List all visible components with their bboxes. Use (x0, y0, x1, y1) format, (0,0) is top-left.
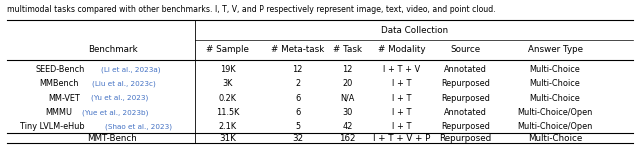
Text: multimodal tasks compared with other benchmarks. I, T, V, and P respectively rep: multimodal tasks compared with other ben… (7, 5, 496, 14)
Text: Multi-Choice: Multi-Choice (530, 65, 580, 74)
Text: 2: 2 (295, 79, 300, 88)
Text: 0.2K: 0.2K (218, 94, 236, 103)
Text: 42: 42 (342, 122, 353, 131)
Text: 12: 12 (292, 65, 303, 74)
Text: Source: Source (451, 45, 481, 54)
Text: I + T: I + T (392, 94, 412, 103)
Text: 30: 30 (342, 108, 353, 117)
Text: MMBench: MMBench (39, 79, 79, 88)
Text: I + T: I + T (392, 108, 412, 117)
Text: I + T + V: I + T + V (383, 65, 420, 74)
Text: 6: 6 (295, 94, 300, 103)
Text: Multi-Choice/Open: Multi-Choice/Open (517, 122, 593, 131)
Text: Multi-Choice: Multi-Choice (530, 94, 580, 103)
Text: 5: 5 (295, 122, 300, 131)
Text: Annotated: Annotated (444, 65, 487, 74)
Text: Repurposed: Repurposed (441, 122, 490, 131)
Text: N/A: N/A (340, 94, 355, 103)
Text: Multi-Choice: Multi-Choice (530, 79, 580, 88)
Text: Multi-Choice: Multi-Choice (528, 134, 582, 143)
Text: Multi-Choice/Open: Multi-Choice/Open (517, 108, 593, 117)
Text: 11.5K: 11.5K (216, 108, 239, 117)
Text: 3K: 3K (222, 79, 232, 88)
Text: Repurposed: Repurposed (440, 134, 492, 143)
Text: SEED-Bench: SEED-Bench (36, 65, 85, 74)
Text: Data Collection: Data Collection (381, 26, 448, 35)
Text: # Task: # Task (333, 45, 362, 54)
Text: (Li et al., 2023a): (Li et al., 2023a) (101, 66, 161, 73)
Text: I + T: I + T (392, 122, 412, 131)
Text: Answer Type: Answer Type (527, 45, 582, 54)
Text: Repurposed: Repurposed (441, 94, 490, 103)
Text: 19K: 19K (220, 65, 236, 74)
Text: (Yue et al., 2023b): (Yue et al., 2023b) (82, 109, 148, 116)
Text: (Shao et al., 2023): (Shao et al., 2023) (106, 123, 172, 130)
Text: Repurposed: Repurposed (441, 79, 490, 88)
Text: MMMU: MMMU (45, 108, 72, 117)
Text: # Sample: # Sample (206, 45, 249, 54)
Text: # Meta-task: # Meta-task (271, 45, 324, 54)
Text: (Yu et al., 2023): (Yu et al., 2023) (92, 95, 148, 101)
Text: 31K: 31K (219, 134, 236, 143)
Text: MMT-Bench: MMT-Bench (88, 134, 138, 143)
Text: MM-VET: MM-VET (49, 94, 81, 103)
Text: I + T: I + T (392, 79, 412, 88)
Text: Annotated: Annotated (444, 108, 487, 117)
Text: # Modality: # Modality (378, 45, 426, 54)
Text: I + T + V + P: I + T + V + P (373, 134, 431, 143)
Text: 162: 162 (339, 134, 356, 143)
Text: 6: 6 (295, 108, 300, 117)
Text: 20: 20 (342, 79, 353, 88)
Text: 2.1K: 2.1K (218, 122, 236, 131)
Text: Benchmark: Benchmark (88, 45, 137, 54)
Text: 12: 12 (342, 65, 353, 74)
Text: (Liu et al., 2023c): (Liu et al., 2023c) (92, 81, 156, 87)
Text: Tiny LVLM-eHub: Tiny LVLM-eHub (20, 122, 85, 131)
Text: 32: 32 (292, 134, 303, 143)
